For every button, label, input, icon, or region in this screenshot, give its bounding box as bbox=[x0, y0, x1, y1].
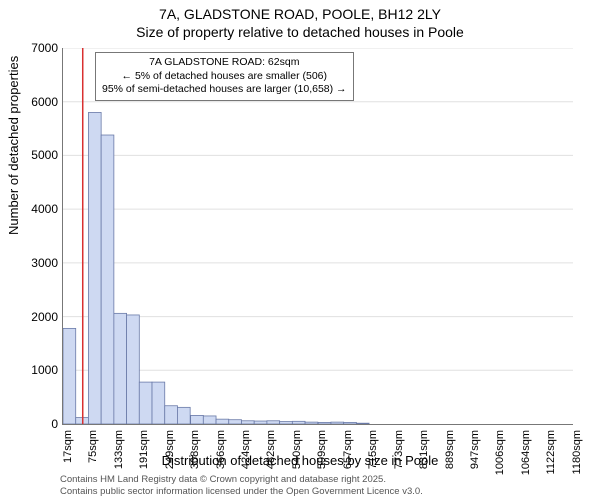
plot-area: 7A GLADSTONE ROAD: 62sqm ← 5% of detache… bbox=[62, 48, 573, 425]
y-axis-label: Number of detached properties bbox=[6, 56, 21, 235]
y-tick: 7000 bbox=[31, 41, 58, 55]
annotation-line-2: ← 5% of detached houses are smaller (506… bbox=[102, 70, 347, 84]
chart-container: 7A, GLADSTONE ROAD, POOLE, BH12 2LY Size… bbox=[0, 0, 600, 500]
plot-svg bbox=[63, 48, 573, 424]
y-tick: 5000 bbox=[31, 148, 58, 162]
x-axis-label: Distribution of detached houses by size … bbox=[0, 453, 600, 468]
attribution-line-2: Contains public sector information licen… bbox=[60, 486, 423, 498]
y-tick: 0 bbox=[51, 417, 58, 431]
title-block: 7A, GLADSTONE ROAD, POOLE, BH12 2LY Size… bbox=[0, 0, 600, 41]
annotation-box: 7A GLADSTONE ROAD: 62sqm ← 5% of detache… bbox=[95, 52, 354, 101]
title-line-1: 7A, GLADSTONE ROAD, POOLE, BH12 2LY bbox=[0, 6, 600, 24]
y-tick: 4000 bbox=[31, 202, 58, 216]
y-tick: 1000 bbox=[31, 363, 58, 377]
y-tick: 2000 bbox=[31, 310, 58, 324]
attribution: Contains HM Land Registry data © Crown c… bbox=[60, 474, 423, 498]
y-tick: 3000 bbox=[31, 256, 58, 270]
title-line-2: Size of property relative to detached ho… bbox=[0, 24, 600, 42]
attribution-line-1: Contains HM Land Registry data © Crown c… bbox=[60, 474, 423, 486]
y-tick: 6000 bbox=[31, 95, 58, 109]
annotation-line-1: 7A GLADSTONE ROAD: 62sqm bbox=[102, 56, 347, 70]
annotation-line-3: 95% of semi-detached houses are larger (… bbox=[102, 83, 347, 97]
